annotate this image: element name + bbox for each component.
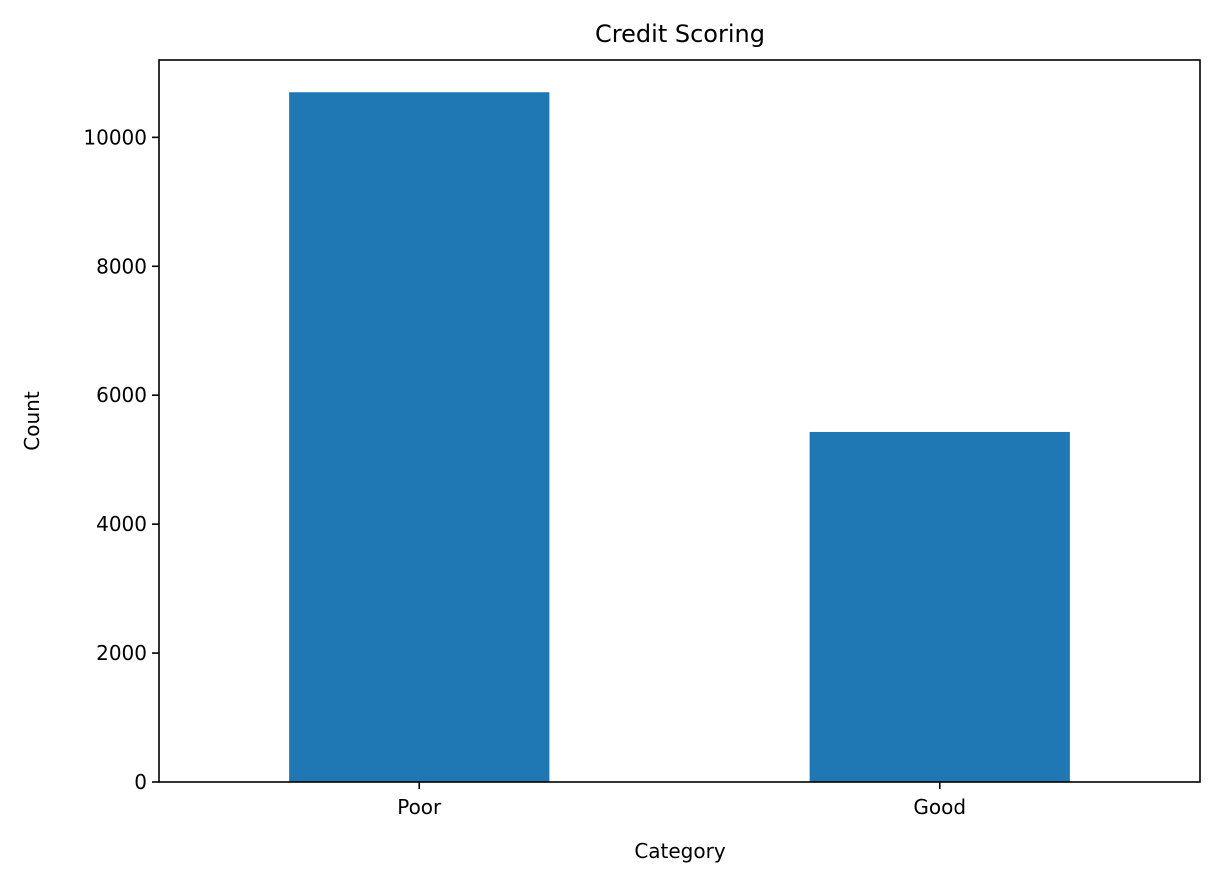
bar-good xyxy=(809,431,1070,782)
y-tick-label: 0 xyxy=(134,770,147,794)
x-axis: Poor Good xyxy=(397,782,966,819)
y-tick-label: 6000 xyxy=(96,383,147,407)
y-tick-label: 4000 xyxy=(96,512,147,536)
x-tick-label: Good xyxy=(913,795,966,819)
bars-group xyxy=(289,92,1070,783)
plot-area-frame xyxy=(158,59,1201,783)
x-axis-label: Category xyxy=(634,839,726,863)
chart-title: Credit Scoring xyxy=(595,20,765,48)
y-tick-label: 8000 xyxy=(96,254,147,278)
x-tick-label: Poor xyxy=(397,795,442,819)
y-axis-label: Count xyxy=(20,391,44,451)
y-tick-label: 2000 xyxy=(96,641,147,665)
bar-poor xyxy=(289,92,550,783)
y-axis: 0 2000 4000 6000 8000 10000 xyxy=(83,125,159,794)
y-tick-label: 10000 xyxy=(83,125,147,149)
